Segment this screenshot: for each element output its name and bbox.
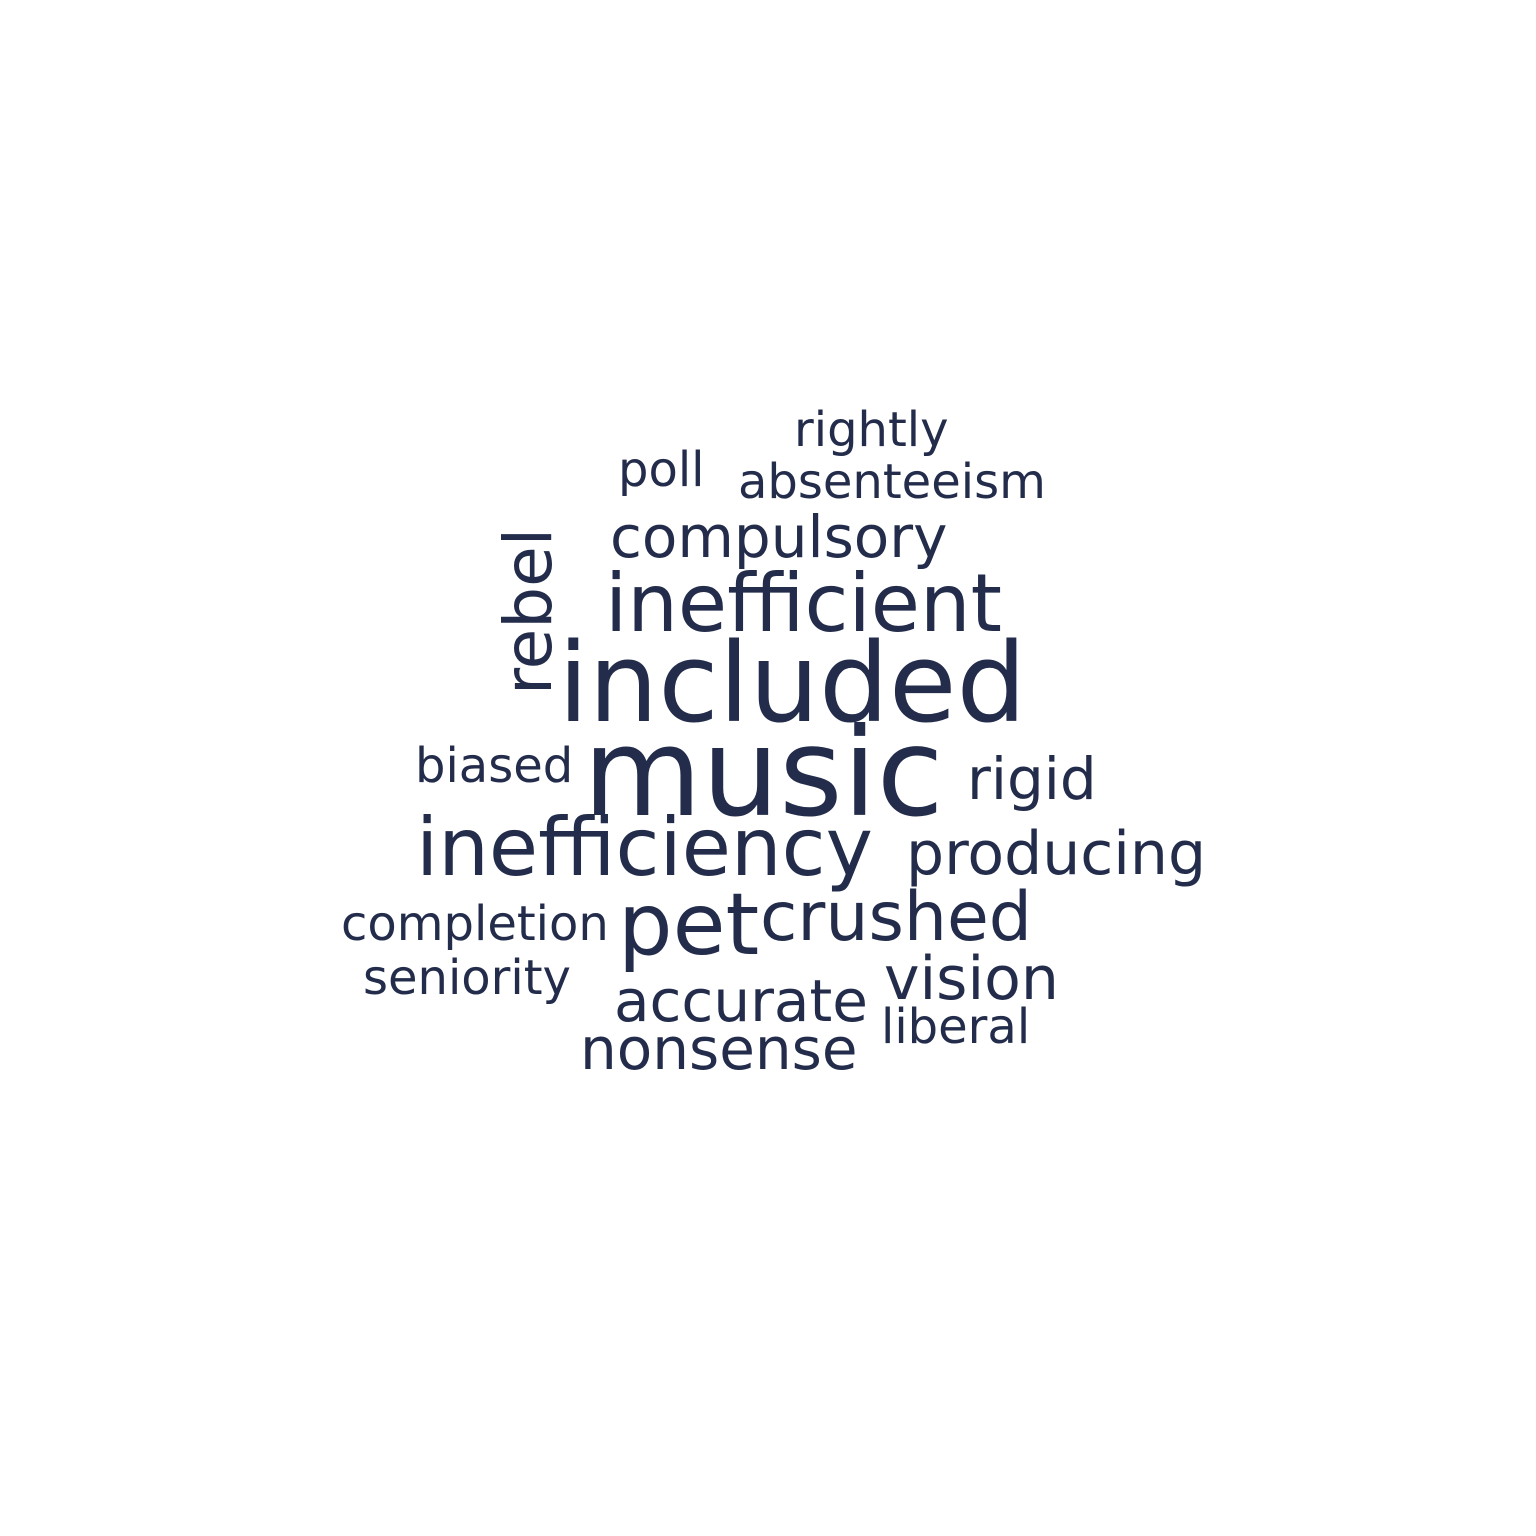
- word-producing: producing: [906, 819, 1207, 889]
- word-nonsense: nonsense: [580, 1015, 858, 1083]
- word-absenteeism: absenteeism: [738, 454, 1046, 510]
- word-biased: biased: [415, 738, 574, 794]
- word-rebel: rebel: [490, 527, 567, 695]
- word-rigid: rigid: [967, 745, 1097, 813]
- word-vision: vision: [884, 944, 1059, 1014]
- word-included: included: [558, 619, 1027, 747]
- word-compulsory: compulsory: [610, 503, 948, 571]
- word-inefficiency: inefficiency: [416, 801, 873, 894]
- word-completion: completion: [341, 896, 609, 952]
- word-seniority: seniority: [363, 950, 571, 1006]
- word-liberal: liberal: [881, 999, 1031, 1055]
- word-music: music: [583, 702, 944, 844]
- word-rightly: rightly: [794, 402, 949, 458]
- word-crushed: crushed: [760, 878, 1032, 957]
- word-inefficient: inefficient: [605, 557, 1002, 650]
- word-poll: poll: [618, 442, 705, 498]
- word-pet: pet: [618, 875, 760, 975]
- word-accurate: accurate: [614, 967, 868, 1035]
